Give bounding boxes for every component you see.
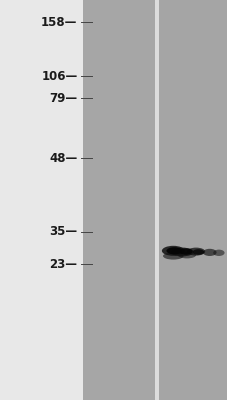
Ellipse shape [192,249,203,255]
Bar [83,0,227,400]
Text: 158—: 158— [41,16,77,28]
Ellipse shape [202,249,216,256]
Ellipse shape [177,252,195,258]
Ellipse shape [162,252,183,260]
Ellipse shape [186,248,204,256]
Bar [0,0,83,400]
Ellipse shape [170,248,193,256]
Text: 106—: 106— [41,70,77,82]
Ellipse shape [178,248,192,255]
Text: 79—: 79— [49,92,77,104]
Bar [155,0,159,400]
Ellipse shape [212,250,224,256]
Text: 48—: 48— [49,152,77,164]
Text: 23—: 23— [49,258,77,270]
Bar [83,0,155,400]
Ellipse shape [161,246,184,256]
Ellipse shape [166,247,182,254]
Text: 35—: 35— [49,226,77,238]
